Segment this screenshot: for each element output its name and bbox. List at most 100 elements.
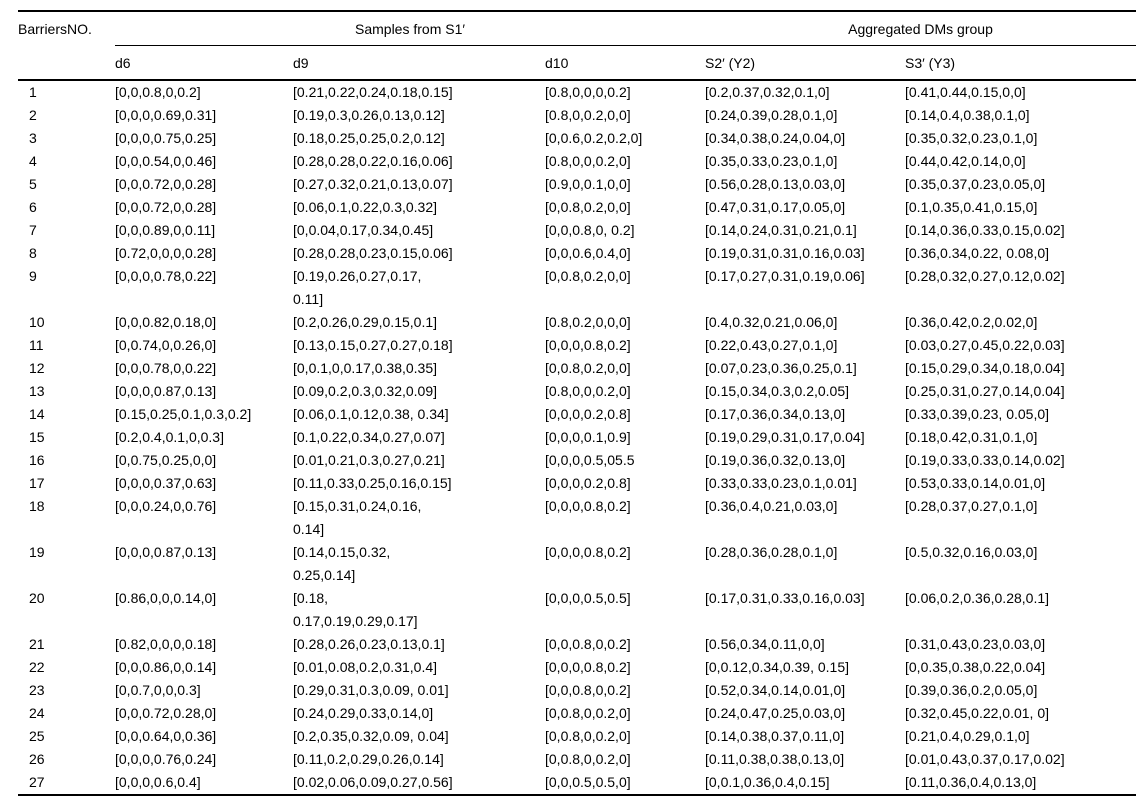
barrier-no-cell: 13	[29, 383, 45, 399]
sub-header-empty	[18, 45, 115, 81]
s3-y3-cell: [0.1,0.35,0.41,0.15,0]	[905, 199, 1038, 215]
table-row: 27 [0,0,0,0.6,0.4] [0.02,0.06,0.09,0.27,0.…	[18, 771, 1136, 795]
barrier-no-cell: 2	[29, 107, 37, 123]
d10-cell: [0,0,0.5,0.5,0]	[545, 774, 631, 790]
d6-cell: [0,0,0,0.6,0.4]	[115, 774, 201, 790]
table-row: 1 [0,0,0.8,0,0.2] [0.21,0.22,0.24,0.18,0.1…	[18, 80, 1136, 104]
s2-y2-cell: [0.17,0.31,0.33,0.16,0.03]	[705, 590, 865, 606]
s3-y3-cell: [0.36,0.42,0.2,0.02,0]	[905, 314, 1038, 330]
d9-cell: [0.15,0.31,0.24,0.16, 0.14]	[293, 498, 422, 537]
d6-cell: [0.72,0,0,0,0.28]	[115, 245, 217, 261]
d10-cell: [0,0,0,0.8,0.2]	[545, 659, 631, 675]
d9-cell: [0.02,0.06,0.09,0.27,0.56]	[293, 774, 453, 790]
s2-y2-cell: [0.22,0.43,0.27,0.1,0]	[705, 337, 838, 353]
table-row: 4 [0,0,0.54,0,0.46] [0.28,0.28,0.22,0.16,0…	[18, 150, 1136, 173]
d6-cell: [0,0.7,0,0,0.3]	[115, 682, 201, 698]
d6-cell: [0,0,0.64,0,0.36]	[115, 728, 217, 744]
s2-y2-cell: [0.24,0.47,0.25,0.03,0]	[705, 705, 846, 721]
d10-cell: [0,0,0,0.8,0.2]	[545, 337, 631, 353]
group-header-samples-s1: Samples from S1′	[115, 11, 705, 46]
s3-y3-cell: [0.33,0.39,0.23, 0.05,0]	[905, 406, 1050, 422]
s2-y2-cell: [0.47,0.31,0.17,0.05,0]	[705, 199, 846, 215]
s2-y2-cell: [0.56,0.28,0.13,0.03,0]	[705, 176, 846, 192]
d10-cell: [0,0,0.8,0, 0.2]	[545, 222, 635, 238]
d9-cell: [0.18, 0.17,0.19,0.29,0.17]	[293, 590, 418, 629]
d9-cell: [0.19,0.26,0.27,0.17, 0.11]	[293, 268, 422, 307]
d6-cell: [0,0.75,0.25,0,0]	[115, 452, 217, 468]
s2-y2-cell: [0,0.1,0.36,0.4,0.15]	[705, 774, 830, 790]
s3-y3-cell: [0.19,0.33,0.33,0.14,0.02]	[905, 452, 1065, 468]
table-row: 9 [0,0,0,0.78,0.22] [0.19,0.26,0.27,0.17, …	[18, 265, 1136, 311]
table-row: 10 [0,0,0.82,0.18,0] [0.2,0.26,0.29,0.15,0…	[18, 311, 1136, 334]
d6-cell: [0,0,0.24,0,0.76]	[115, 498, 217, 514]
d10-cell: [0,0,0,0.8,0.2]	[545, 544, 631, 560]
col-header-d9: d9	[293, 45, 545, 81]
s2-y2-cell: [0,0.12,0.34,0.39, 0.15]	[705, 659, 850, 675]
d10-cell: [0,0,0,0.8,0.2]	[545, 498, 631, 514]
barrier-no-cell: 16	[29, 452, 45, 468]
barrier-no-cell: 25	[29, 728, 45, 744]
d9-cell: [0.27,0.32,0.21,0.13,0.07]	[293, 176, 453, 192]
col-header-d10: d10	[545, 45, 705, 81]
table-row: 15 [0.2,0.4,0.1,0,0.3] [0.1,0.22,0.34,0.27…	[18, 426, 1136, 449]
barrier-no-cell: 21	[29, 636, 45, 652]
d6-cell: [0,0,0.89,0,0.11]	[115, 222, 216, 238]
d9-cell: [0.29,0.31,0.3,0.09, 0.01]	[293, 682, 449, 698]
table-row: 13 [0,0,0,0.87,0.13] [0.09,0.2,0.3,0.32,0.…	[18, 380, 1136, 403]
d10-cell: [0,0.8,0.2,0,0]	[545, 360, 631, 376]
table-row: 22 [0,0,0.86,0,0.14] [0.01,0.08,0.2,0.31,0…	[18, 656, 1136, 679]
d10-cell: [0,0,0.6,0.4,0]	[545, 245, 631, 261]
s3-y3-cell: [0.35,0.32,0.23,0.1,0]	[905, 130, 1038, 146]
s3-y3-cell: [0.14,0.4,0.38,0.1,0]	[905, 107, 1030, 123]
s3-y3-cell: [0.36,0.34,0.22, 0.08,0]	[905, 245, 1050, 261]
barrier-no-cell: 10	[29, 314, 45, 330]
table-header: BarriersNO. Samples from S1′ Aggregated …	[18, 11, 1136, 81]
barrier-no-cell: 1	[29, 84, 37, 100]
s2-y2-cell: [0.17,0.36,0.34,0.13,0]	[705, 406, 846, 422]
table-body: 1 [0,0,0.8,0,0.2] [0.21,0.22,0.24,0.18,0.1…	[18, 80, 1136, 795]
s2-y2-cell: [0.14,0.24,0.31,0.21,0.1]	[705, 222, 857, 238]
d9-cell: [0.06,0.1,0.12,0.38, 0.34]	[293, 406, 449, 422]
d6-cell: [0.86,0,0,0.14,0]	[115, 590, 217, 606]
barrier-no-cell: 17	[29, 475, 45, 491]
s2-y2-cell: [0.11,0.38,0.38,0.13,0]	[705, 751, 845, 767]
table-row: 19 [0,0,0,0.87,0.13] [0.14,0.15,0.32, 0.25…	[18, 541, 1136, 587]
d10-cell: [0,0,0.8,0,0.2]	[545, 636, 631, 652]
s3-y3-cell: [0.15,0.29,0.34,0.18,0.04]	[905, 360, 1065, 376]
s3-y3-cell: [0.44,0.42,0.14,0,0]	[905, 153, 1026, 169]
s2-y2-cell: [0.2,0.37,0.32,0.1,0]	[705, 84, 830, 100]
d6-cell: [0,0,0.8,0,0.2]	[115, 84, 201, 100]
s3-y3-cell: [0.31,0.43,0.23,0.03,0]	[905, 636, 1046, 652]
d9-cell: [0.21,0.22,0.24,0.18,0.15]	[293, 84, 453, 100]
table-row: 11 [0,0.74,0,0.26,0] [0.13,0.15,0.27,0.27,…	[18, 334, 1136, 357]
barrier-no-cell: 27	[29, 774, 45, 790]
s3-y3-cell: [0.03,0.27,0.45,0.22,0.03]	[905, 337, 1065, 353]
d9-cell: [0.2,0.26,0.29,0.15,0.1]	[293, 314, 438, 330]
s2-y2-cell: [0.24,0.39,0.28,0.1,0]	[705, 107, 838, 123]
d6-cell: [0,0.74,0,0.26,0]	[115, 337, 217, 353]
d9-cell: [0.11,0.33,0.25,0.16,0.15]	[293, 475, 452, 491]
table-row: 6 [0,0,0.72,0,0.28] [0.06,0.1,0.22,0.3,0.3…	[18, 196, 1136, 219]
s3-y3-cell: [0.53,0.33,0.14,0.01,0]	[905, 475, 1046, 491]
s3-y3-cell: [0.35,0.37,0.23,0.05,0]	[905, 176, 1046, 192]
d9-cell: [0.28,0.28,0.23,0.15,0.06]	[293, 245, 453, 261]
barrier-no-cell: 26	[29, 751, 45, 767]
d6-cell: [0,0,0.86,0,0.14]	[115, 659, 217, 675]
barrier-no-cell: 8	[29, 245, 37, 261]
s3-y3-cell: [0.25,0.31,0.27,0.14,0.04]	[905, 383, 1065, 399]
barrier-no-cell: 19	[29, 544, 45, 560]
d9-cell: [0.14,0.15,0.32, 0.25,0.14]	[293, 544, 391, 583]
d6-cell: [0,0,0,0.37,0.63]	[115, 475, 217, 491]
s3-y3-cell: [0.06,0.2,0.36,0.28,0.1]	[905, 590, 1050, 606]
table-row: 14 [0.15,0.25,0.1,0.3,0.2] [0.06,0.1,0.12,…	[18, 403, 1136, 426]
s2-y2-cell: [0.34,0.38,0.24,0.04,0]	[705, 130, 846, 146]
s2-y2-cell: [0.19,0.36,0.32,0.13,0]	[705, 452, 846, 468]
d6-cell: [0,0,0,0.87,0.13]	[115, 383, 217, 399]
s2-y2-cell: [0.33,0.33,0.23,0.1,0.01]	[705, 475, 857, 491]
d6-cell: [0,0,0.72,0,0.28]	[115, 176, 217, 192]
table-row: 17 [0,0,0,0.37,0.63] [0.11,0.33,0.25,0.16,…	[18, 472, 1136, 495]
d10-cell: [0,0.8,0.2,0,0]	[545, 199, 631, 215]
barrier-no-cell: 5	[29, 176, 37, 192]
d9-cell: [0,0.1,0,0.17,0.38,0.35]	[293, 360, 438, 376]
d10-cell: [0.8,0,0,0.2,0]	[545, 383, 631, 399]
